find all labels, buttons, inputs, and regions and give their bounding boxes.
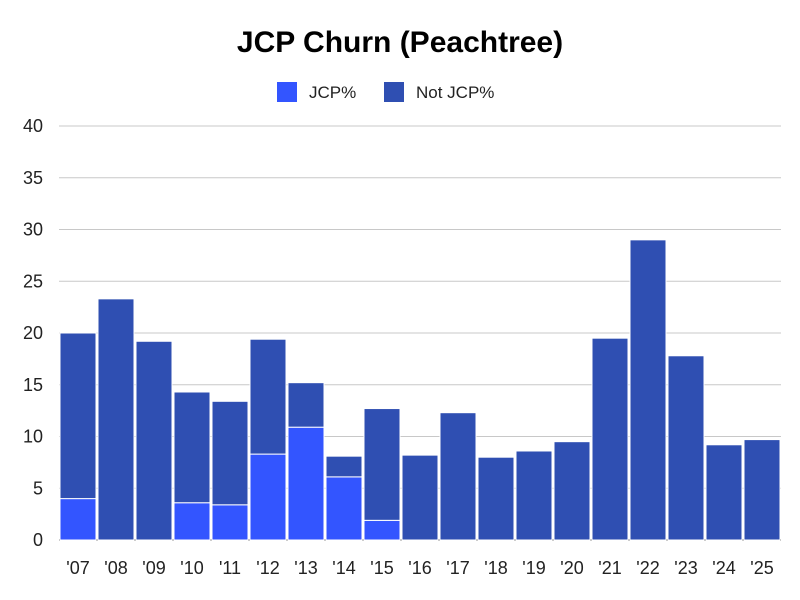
x-tick-label: '21 [598, 558, 621, 578]
x-tick-label: '08 [104, 558, 127, 578]
bar-not-jcp [667, 355, 705, 541]
bar-jcp [211, 504, 249, 541]
x-tick-label: '09 [142, 558, 165, 578]
x-axis-ticks: '07 '08 '09 '10 '11 '12 '13 '14 '15 '16 '17 '18 '19 '… [66, 558, 773, 578]
bar-not-jcp [477, 456, 515, 541]
legend-label-not-jcp: Not JCP% [416, 83, 494, 102]
bar-jcp [287, 426, 325, 541]
bar-not-jcp [705, 444, 743, 541]
bar-not-jcp [363, 408, 401, 521]
x-tick-label: '17 [446, 558, 469, 578]
y-tick-label: 25 [23, 271, 43, 291]
bar-jcp [59, 498, 97, 541]
bar-not-jcp [97, 298, 135, 541]
y-tick-label: 10 [23, 427, 43, 447]
x-tick-label: '13 [294, 558, 317, 578]
bar-jcp [325, 476, 363, 541]
y-tick-label: 5 [33, 478, 43, 498]
bar-not-jcp [401, 454, 439, 541]
x-tick-label: '20 [560, 558, 583, 578]
bar-not-jcp [629, 239, 667, 541]
legend-swatch-not-jcp [384, 82, 404, 102]
legend-label-jcp: JCP% [309, 83, 356, 102]
x-tick-label: '15 [370, 558, 393, 578]
legend: JCP% Not JCP% [277, 82, 494, 102]
x-tick-label: '12 [256, 558, 279, 578]
bar-not-jcp [515, 450, 553, 541]
x-tick-label: '14 [332, 558, 355, 578]
x-tick-label: '22 [636, 558, 659, 578]
bar-jcp [173, 502, 211, 541]
x-tick-label: '24 [712, 558, 735, 578]
bar-not-jcp [591, 337, 629, 541]
y-tick-label: 20 [23, 323, 43, 343]
bar-jcp [363, 519, 401, 541]
bar-not-jcp [553, 441, 591, 541]
y-tick-label: 40 [23, 116, 43, 136]
y-axis-ticks: 0 5 10 15 20 25 30 35 40 [23, 116, 43, 550]
bar-not-jcp [135, 340, 173, 541]
bar-not-jcp [743, 439, 781, 541]
x-tick-label: '10 [180, 558, 203, 578]
y-tick-label: 35 [23, 168, 43, 188]
legend-swatch-jcp [277, 82, 297, 102]
x-tick-label: '11 [219, 558, 241, 578]
x-tick-label: '25 [750, 558, 773, 578]
bar-not-jcp [249, 338, 287, 455]
x-tick-label: '18 [484, 558, 507, 578]
bar-not-jcp [287, 382, 325, 428]
chart-title: JCP Churn (Peachtree) [237, 26, 563, 59]
bar-not-jcp [325, 455, 363, 478]
x-tick-label: '16 [408, 558, 431, 578]
bars [59, 239, 781, 541]
bar-not-jcp [211, 400, 249, 506]
x-tick-label: '07 [66, 558, 89, 578]
y-tick-label: 30 [23, 220, 43, 240]
bar-not-jcp [439, 412, 477, 541]
bar-not-jcp [173, 391, 211, 504]
x-tick-label: '19 [522, 558, 545, 578]
y-tick-label: 0 [33, 530, 43, 550]
y-tick-label: 15 [23, 375, 43, 395]
bar-jcp [249, 453, 287, 541]
x-tick-label: '23 [674, 558, 697, 578]
bar-not-jcp [59, 332, 97, 500]
